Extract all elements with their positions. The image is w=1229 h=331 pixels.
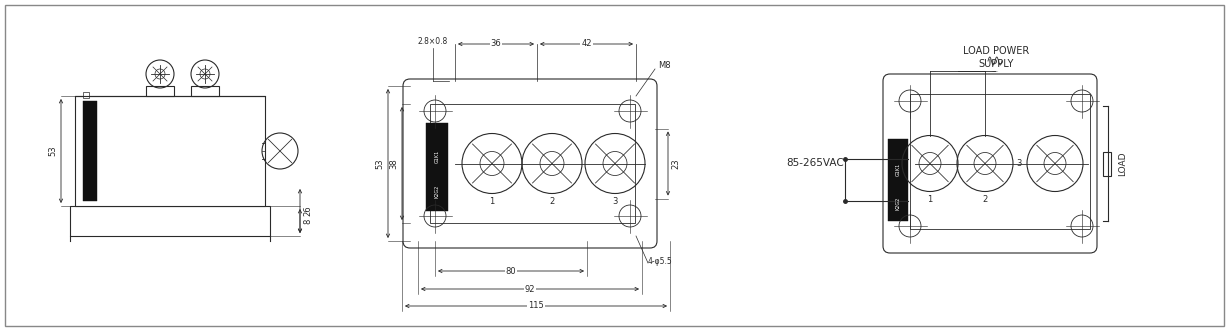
Text: 2.8×0.8: 2.8×0.8	[418, 36, 449, 45]
Text: 2: 2	[982, 195, 988, 204]
FancyBboxPatch shape	[403, 79, 658, 248]
Bar	[1102, 152, 1111, 175]
Text: LOAD: LOAD	[1118, 151, 1127, 176]
Text: G1K1: G1K1	[896, 163, 901, 176]
Text: K2G2: K2G2	[896, 196, 901, 210]
Text: 3: 3	[1016, 159, 1021, 168]
Text: 85-265VAC: 85-265VAC	[787, 159, 844, 168]
Text: 4-φ5.5: 4-φ5.5	[648, 257, 672, 265]
Text: 115: 115	[528, 302, 544, 310]
Bar	[430, 104, 635, 223]
Bar	[84, 101, 97, 201]
Text: 23: 23	[671, 158, 681, 169]
Text: 53: 53	[376, 158, 385, 169]
Bar	[70, 206, 270, 236]
Text: G1K1: G1K1	[435, 149, 440, 163]
Text: 92: 92	[525, 285, 536, 294]
Text: 8: 8	[304, 218, 312, 224]
Bar	[426, 123, 449, 211]
Bar	[75, 96, 265, 206]
Bar	[146, 86, 175, 96]
Text: M8: M8	[658, 62, 671, 71]
Bar	[912, 41, 1080, 71]
Text: 42: 42	[581, 39, 591, 49]
Text: K2G2: K2G2	[435, 184, 440, 198]
Text: 1: 1	[928, 195, 933, 204]
Text: 53: 53	[48, 146, 58, 156]
Text: 3: 3	[612, 197, 618, 206]
Text: 38: 38	[390, 158, 398, 169]
Text: 2: 2	[549, 197, 554, 206]
Text: LOAD POWER: LOAD POWER	[962, 46, 1029, 56]
Bar	[909, 94, 1090, 229]
Text: 26: 26	[304, 206, 312, 216]
Text: 80: 80	[505, 266, 516, 275]
FancyBboxPatch shape	[882, 74, 1097, 253]
Text: SUPPLY: SUPPLY	[978, 59, 1014, 69]
Text: 1: 1	[489, 197, 494, 206]
Bar	[889, 139, 908, 221]
Text: 36: 36	[490, 39, 501, 49]
Bar	[84, 92, 88, 98]
Bar	[190, 86, 219, 96]
